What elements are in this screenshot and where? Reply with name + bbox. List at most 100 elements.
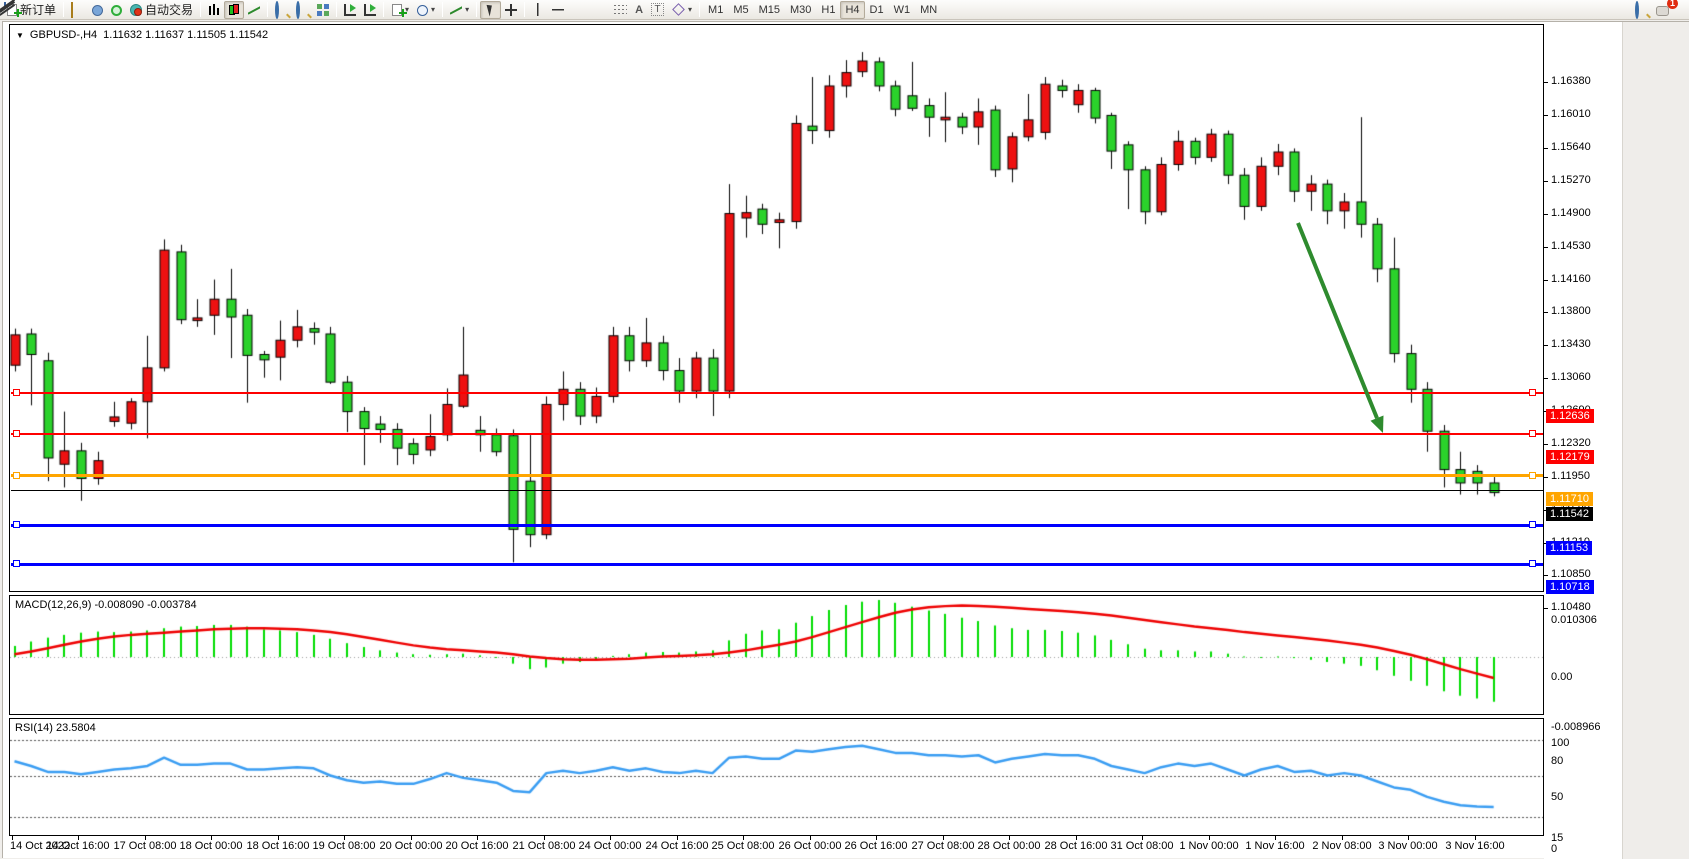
price-tick-label: 1.10480	[1551, 601, 1591, 613]
tab-timeframe-M30[interactable]: M30	[790, 3, 812, 16]
trendline-tool-button[interactable]	[568, 1, 589, 19]
toolbar: 新订单 自动交易 ▾ ▾ ▾ A T ▾ M1 M5 M15 M30 H1 H4	[0, 0, 1689, 20]
time-axis-label: 24 Oct 00:00	[578, 840, 642, 852]
price-axis[interactable]: 1.16380 1.16010 1.15640 1.15270 1.14900 1.145…	[1544, 22, 1622, 859]
tab-timeframe-M1[interactable]: M1	[708, 3, 724, 16]
tab-timeframe-H1[interactable]: H1	[821, 3, 836, 16]
time-tick-mark	[810, 836, 811, 840]
candlestick-canvas[interactable]	[10, 25, 1543, 591]
tab-timeframe-W1[interactable]: W1	[893, 3, 911, 16]
chat-bubble-icon	[1656, 5, 1669, 16]
dropdown-arrow-icon: ▾	[431, 5, 436, 14]
toolbar-separator	[524, 2, 526, 17]
support-line-1[interactable]	[11, 524, 1543, 527]
time-tick-mark	[1009, 836, 1010, 840]
price-tick-mark	[1544, 608, 1548, 609]
candlestick-icon	[228, 3, 240, 16]
time-axis-label: 3 Nov 16:00	[1445, 840, 1505, 852]
profile-icon	[92, 4, 104, 16]
shapes-tool-button[interactable]: ▾	[668, 1, 696, 19]
chart-shift-button[interactable]	[360, 1, 380, 19]
toolbar-separator	[383, 2, 385, 17]
time-axis-label: 28 Oct 16:00	[1044, 840, 1108, 852]
time-axis-label: 26 Oct 00:00	[778, 840, 842, 852]
line-chart-button[interactable]	[244, 1, 264, 19]
support-line-2-handle[interactable]	[13, 560, 20, 567]
crosshair-tool-button[interactable]	[501, 1, 521, 19]
support-line-1-handle[interactable]	[13, 521, 20, 528]
resistance-line-2-handle[interactable]	[1529, 430, 1536, 437]
chart-menu-icon[interactable]: ▼	[16, 30, 24, 40]
tile-windows-button[interactable]	[313, 1, 333, 19]
toolbar-separator	[476, 2, 478, 17]
toolbar-separator	[267, 2, 269, 17]
zoom-out-button[interactable]	[292, 1, 313, 19]
time-tick-mark	[344, 836, 345, 840]
vertical-line-tool-button[interactable]	[528, 1, 548, 19]
rsi-axis-label: 0	[1551, 843, 1558, 855]
tab-timeframe-D1[interactable]: D1	[869, 3, 884, 16]
tab-timeframe-M5[interactable]: M5	[733, 3, 749, 16]
market-watch-button[interactable]	[67, 1, 88, 19]
price-tick-mark	[1544, 82, 1548, 83]
time-axis-label: 2 Nov 08:00	[1312, 840, 1372, 852]
tab-timeframe-H4[interactable]: H4	[840, 0, 865, 19]
channel-tool-button[interactable]	[589, 1, 610, 19]
cursor-tool-button[interactable]	[480, 0, 502, 19]
text-tool-icon: A	[635, 3, 644, 16]
alert-line-handle[interactable]	[13, 472, 20, 479]
candlestick-chart-button[interactable]	[224, 0, 245, 19]
time-axis-label: 18 Oct 16:00	[246, 840, 310, 852]
dropdown-arrow-icon: ▾	[688, 5, 693, 14]
support-line-2[interactable]	[11, 563, 1543, 566]
notifications-button[interactable]: 1	[1652, 0, 1678, 19]
tab-timeframe-M15[interactable]: M15	[758, 3, 781, 16]
price-tick-mark	[1544, 214, 1548, 215]
macd-panel: MACD(12,26,9) -0.008090 -0.003784	[9, 595, 1544, 715]
templates-button[interactable]: ▾	[446, 1, 473, 19]
support-line-2-handle[interactable]	[1529, 560, 1536, 567]
horizontal-line-tool-button[interactable]	[548, 1, 568, 19]
resistance-line-1[interactable]	[11, 392, 1543, 394]
time-tick-mark	[78, 836, 79, 840]
signals-button[interactable]	[107, 1, 126, 19]
fibonacci-tool-button[interactable]	[610, 1, 631, 19]
time-axis-label: 14 Oct 16:00	[46, 840, 110, 852]
new-chart-button[interactable]: ▾	[387, 1, 413, 19]
alert-line-handle[interactable]	[1529, 472, 1536, 479]
text-tool-button[interactable]: A	[631, 1, 647, 19]
new-order-button[interactable]: 新订单	[2, 1, 60, 19]
time-tick-mark	[610, 836, 611, 840]
support-line-1-handle[interactable]	[1529, 521, 1536, 528]
label-tool-icon: T	[651, 3, 665, 16]
alert-line[interactable]	[11, 474, 1543, 477]
resistance-line-2[interactable]	[11, 433, 1543, 435]
toolbar-separator	[63, 2, 65, 17]
time-tick-mark	[477, 836, 478, 840]
time-tick-mark	[145, 836, 146, 840]
resistance-line-1-handle[interactable]	[13, 389, 20, 396]
macd-canvas[interactable]	[10, 596, 1543, 714]
label-tool-button[interactable]: T	[647, 1, 668, 19]
price-tick-mark	[1544, 477, 1548, 478]
profile-button[interactable]	[88, 1, 107, 19]
signal-icon	[111, 4, 123, 16]
bar-chart-button[interactable]	[204, 1, 224, 19]
time-axis[interactable]: 14 Oct 2022 14 Oct 16:00 17 Oct 08:00 18 Oc…	[9, 836, 1544, 858]
time-axis-label: 1 Nov 00:00	[1179, 840, 1239, 852]
resistance-line-2-handle[interactable]	[13, 430, 20, 437]
time-axis-label: 26 Oct 16:00	[844, 840, 908, 852]
rsi-canvas[interactable]	[10, 719, 1543, 835]
auto-scroll-button[interactable]	[340, 1, 360, 19]
tab-timeframe-MN[interactable]: MN	[920, 3, 938, 16]
resistance-line-1-handle[interactable]	[1529, 389, 1536, 396]
time-axis-label: 3 Nov 00:00	[1378, 840, 1438, 852]
new-order-label: 新订单	[20, 3, 57, 17]
search-button[interactable]	[1631, 1, 1652, 19]
toolbar-separator	[200, 2, 202, 17]
zoom-in-button[interactable]	[271, 1, 292, 19]
period-button[interactable]: ▾	[413, 1, 439, 19]
current-price-line[interactable]	[11, 490, 1543, 491]
eraser-icon	[71, 2, 74, 18]
auto-trading-button[interactable]: 自动交易	[126, 1, 197, 19]
